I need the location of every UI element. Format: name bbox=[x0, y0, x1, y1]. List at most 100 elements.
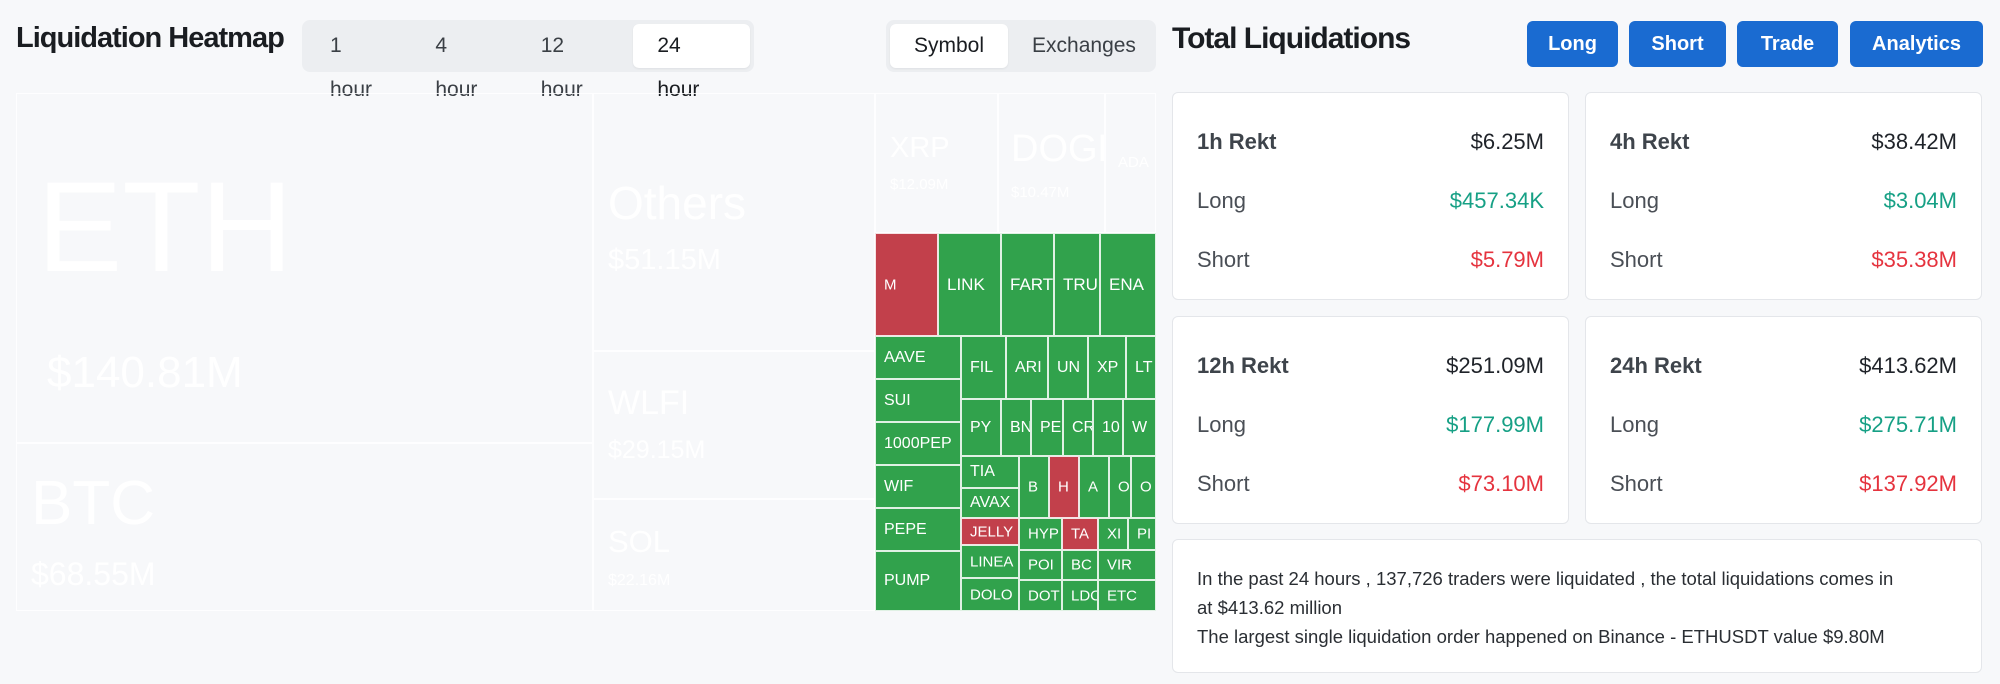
short-value: $35.38M bbox=[1871, 247, 1957, 272]
tile-symbol: M bbox=[884, 276, 897, 293]
heatmap-tile-small[interactable]: JELLY bbox=[961, 518, 1019, 545]
heatmap-tile-small[interactable]: BN bbox=[1001, 399, 1031, 456]
heatmap-tile-small[interactable]: XP bbox=[1088, 336, 1126, 399]
tab-1-hour[interactable]: 1 hour bbox=[330, 34, 373, 101]
heatmap-tile-small[interactable]: B bbox=[1019, 456, 1049, 518]
heatmap-tile-ada[interactable]: ADA bbox=[1105, 93, 1156, 233]
heatmap-tile-small[interactable]: H bbox=[1049, 456, 1079, 518]
heatmap-tile-wlfi[interactable]: WLFI $29.15M bbox=[593, 351, 875, 499]
card-total-value: $251.09M bbox=[1446, 353, 1544, 378]
heatmap-tile-small[interactable]: 1000PEP bbox=[875, 422, 961, 465]
heatmap-tile-doge[interactable]: DOGE $10.47M bbox=[998, 93, 1105, 233]
heatmap-tile-small[interactable]: TA bbox=[1062, 518, 1098, 550]
heatmap-tile-small[interactable]: SUI bbox=[875, 379, 961, 422]
card-long-row: Long $3.04M bbox=[1610, 188, 1957, 214]
tab-4-hour[interactable]: 4 hour bbox=[435, 34, 478, 101]
heatmap-tile-small[interactable]: WIF bbox=[875, 465, 961, 508]
heatmap-tile-small[interactable]: O bbox=[1131, 456, 1156, 518]
summary-line: at $413.62 million bbox=[1197, 597, 1343, 618]
heatmap-tile-small[interactable]: PEPE bbox=[875, 508, 961, 551]
heatmap-tile-small[interactable]: FART bbox=[1001, 233, 1054, 336]
heatmap-tile-small[interactable]: TIA bbox=[961, 456, 1019, 488]
heatmap-tile-small[interactable]: PE bbox=[1031, 399, 1063, 456]
heatmap-tile-small[interactable]: LINK bbox=[938, 233, 1001, 336]
short-label: Short bbox=[1197, 471, 1250, 496]
tile-value: $22.16M bbox=[608, 572, 671, 589]
tile-symbol: LINK bbox=[947, 274, 985, 294]
tile-value: $140.81M bbox=[47, 348, 243, 397]
tile-symbol: ETC bbox=[1107, 587, 1137, 604]
summary-line: In the past 24 hours , 137,726 traders w… bbox=[1197, 568, 1894, 589]
heatmap-tile-small[interactable]: TRUN bbox=[1054, 233, 1100, 336]
tile-symbol: ADA bbox=[1118, 154, 1149, 171]
long-value: $275.71M bbox=[1859, 412, 1957, 437]
heatmap-tile-small[interactable]: 10 bbox=[1093, 399, 1123, 456]
heatmap-tile-small[interactable]: LINEA bbox=[961, 545, 1019, 578]
card-period-label: 1h Rekt bbox=[1197, 129, 1277, 154]
tab-12-hour[interactable]: 12 hour bbox=[540, 34, 583, 101]
tile-symbol: FIL bbox=[970, 358, 994, 376]
heatmap-tile-small[interactable]: PY bbox=[961, 399, 1001, 456]
card-total-value: $413.62M bbox=[1859, 353, 1957, 378]
short-label: Short bbox=[1610, 471, 1663, 496]
trade-button[interactable]: Trade bbox=[1737, 21, 1838, 67]
heatmap-tile-small[interactable]: POI bbox=[1019, 550, 1062, 580]
heatmap-tile-small[interactable]: W bbox=[1123, 399, 1156, 456]
tile-symbol: DOGE bbox=[1011, 128, 1104, 170]
tile-symbol: 10 bbox=[1102, 418, 1120, 436]
heatmap-tile-sol[interactable]: SOL $22.16M bbox=[593, 499, 875, 611]
heatmap-tile-small[interactable]: UN bbox=[1048, 336, 1088, 399]
tab-symbol[interactable]: Symbol bbox=[890, 24, 1009, 68]
heatmap-tile-eth[interactable]: ETH $140.81M bbox=[16, 93, 593, 443]
short-button[interactable]: Short bbox=[1629, 21, 1726, 67]
rekt-card-24h: 24h Rekt $413.62M Long $275.71M Short $1… bbox=[1585, 316, 1982, 524]
tile-symbol: TRUN bbox=[1063, 274, 1099, 294]
long-value: $177.99M bbox=[1446, 412, 1544, 437]
tab-exchanges[interactable]: Exchanges bbox=[1032, 34, 1136, 57]
long-button[interactable]: Long bbox=[1527, 21, 1618, 67]
heatmap-tile-small[interactable]: AVAX bbox=[961, 488, 1019, 518]
heatmap-tile-small[interactable]: M bbox=[875, 233, 938, 336]
heatmap-tile-small[interactable]: A bbox=[1079, 456, 1109, 518]
heatmap-tile-small[interactable]: CR bbox=[1063, 399, 1093, 456]
total-liquidations-title: Total Liquidations bbox=[1172, 22, 1411, 55]
heatmap-tile-btc[interactable]: BTC $68.55M bbox=[16, 443, 593, 611]
heatmap-tile-small[interactable]: ETC bbox=[1098, 580, 1156, 611]
tile-symbol: DOLO bbox=[970, 586, 1013, 603]
heatmap-tile-small[interactable]: BC bbox=[1062, 550, 1098, 580]
heatmap-tile-others[interactable]: Others $51.15M bbox=[593, 93, 875, 351]
tile-symbol: SOL bbox=[608, 524, 671, 559]
short-value: $137.92M bbox=[1859, 471, 1957, 496]
heatmap-tile-small[interactable]: VIR bbox=[1098, 550, 1156, 580]
heatmap-tile-small[interactable]: PI bbox=[1128, 518, 1156, 550]
analytics-button[interactable]: Analytics bbox=[1850, 21, 1983, 67]
heatmap-tile-small[interactable]: PUMP bbox=[875, 551, 961, 611]
card-header-row: 4h Rekt $38.42M bbox=[1610, 129, 1957, 155]
tile-symbol: CR bbox=[1072, 418, 1093, 436]
heatmap-tile-xrp[interactable]: XRP $12.09M bbox=[875, 93, 998, 233]
heatmap-tile-small[interactable]: AAVE bbox=[875, 336, 961, 379]
heatmap-tile-small[interactable]: HYP bbox=[1019, 518, 1062, 550]
heatmap-tile-small[interactable]: ENA bbox=[1100, 233, 1156, 336]
tile-value: $10.47M bbox=[1011, 184, 1070, 201]
card-period-label: 12h Rekt bbox=[1197, 353, 1289, 378]
heatmap-tile-small[interactable]: LT bbox=[1126, 336, 1156, 399]
heatmap-tile-small[interactable]: ARI bbox=[1006, 336, 1048, 399]
short-value: $5.79M bbox=[1470, 247, 1544, 272]
heatmap-tile-small[interactable]: XI bbox=[1098, 518, 1128, 550]
short-value: $73.10M bbox=[1458, 471, 1544, 496]
tile-value: $12.09M bbox=[890, 176, 949, 193]
card-period-label: 24h Rekt bbox=[1610, 353, 1702, 378]
tile-symbol: XRP bbox=[890, 132, 950, 164]
tile-symbol: PUMP bbox=[884, 572, 931, 589]
tab-24-hour[interactable]: 24 hour bbox=[633, 24, 750, 101]
heatmap-tile-small[interactable]: LDC bbox=[1062, 580, 1098, 611]
rekt-card-4h: 4h Rekt $38.42M Long $3.04M Short $35.38… bbox=[1585, 92, 1982, 300]
tile-symbol: PEPE bbox=[884, 520, 927, 538]
heatmap-tile-small[interactable]: DOLO bbox=[961, 578, 1019, 611]
long-label: Long bbox=[1610, 188, 1659, 213]
heatmap-tile-small[interactable]: DOT bbox=[1019, 580, 1062, 611]
heatmap-tile-small[interactable]: FIL bbox=[961, 336, 1006, 399]
tile-symbol: W bbox=[1132, 418, 1148, 436]
heatmap-tile-small[interactable]: O bbox=[1109, 456, 1131, 518]
